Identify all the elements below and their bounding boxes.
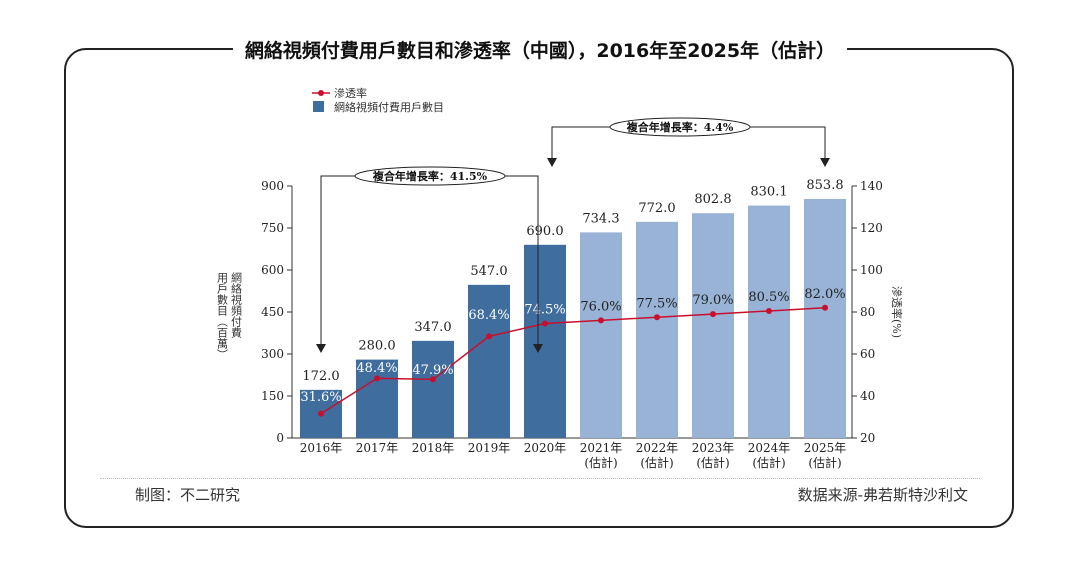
x-tick-label: (估計) xyxy=(640,455,673,470)
penetration-point xyxy=(654,314,660,321)
penetration-point xyxy=(318,410,324,417)
bar xyxy=(580,232,622,438)
bar-value-label: 853.8 xyxy=(806,178,843,193)
penetration-point xyxy=(710,311,716,318)
x-tick-label: 2022年 xyxy=(636,441,679,455)
footer-credit: 制图：不二研究 xyxy=(135,486,241,504)
right-tick-label: 120 xyxy=(860,221,883,235)
footer-source: 数据来源-弗若斯特沙利文 xyxy=(797,486,968,504)
left-tick-label: 450 xyxy=(261,305,284,319)
x-tick-label: (估計) xyxy=(752,455,785,470)
x-tick-label: 2018年 xyxy=(412,441,455,455)
penetration-label: 76.0% xyxy=(580,299,621,314)
right-tick-label: 40 xyxy=(860,389,875,403)
penetration-label: 80.5% xyxy=(748,290,789,305)
x-tick-label: 2019年 xyxy=(468,441,511,455)
penetration-label: 47.9% xyxy=(412,363,453,378)
divider xyxy=(100,478,980,479)
left-tick-label: 300 xyxy=(261,347,284,361)
left-tick-label: 750 xyxy=(261,221,284,235)
bar xyxy=(468,284,510,438)
right-tick-label: 100 xyxy=(860,263,883,277)
bar-value-label: 772.0 xyxy=(638,201,675,216)
penetration-label: 82.0% xyxy=(804,287,845,302)
penetration-label: 77.5% xyxy=(636,296,677,311)
penetration-point xyxy=(766,307,772,314)
penetration-label: 68.4% xyxy=(468,308,509,323)
penetration-point xyxy=(598,317,604,324)
penetration-point xyxy=(486,333,492,340)
legend-label-users: 網絡視頻付費用戶數目 xyxy=(334,100,444,114)
x-tick-label: 2023年 xyxy=(692,441,735,455)
bar-value-label: 734.3 xyxy=(582,211,619,226)
cagr-badge xyxy=(609,117,751,137)
arrow-down-icon xyxy=(820,158,830,167)
right-tick-label: 140 xyxy=(860,179,883,193)
x-tick-label: 2016年 xyxy=(300,441,343,455)
y-axis-title-line1: 網絡視頻付費 xyxy=(230,271,243,338)
penetration-point xyxy=(430,376,436,383)
penetration-point xyxy=(822,304,828,311)
bar xyxy=(636,221,678,438)
x-tick-label: 2025年 xyxy=(804,441,847,455)
x-tick-label: 2024年 xyxy=(748,441,791,455)
chart-title: 網絡視頻付費用戶數目和滲透率（中國），2016年至2025年（估計） xyxy=(232,40,848,62)
bar-value-label: 547.0 xyxy=(470,264,507,279)
penetration-label: 48.4% xyxy=(356,361,397,376)
right-tick-label: 80 xyxy=(860,305,875,319)
penetration-point xyxy=(542,320,548,327)
bar xyxy=(748,205,790,438)
cagr-label: 複合年增長率：41.5% xyxy=(372,169,488,183)
x-tick-label: 2021年 xyxy=(580,441,623,455)
penetration-point xyxy=(374,375,380,382)
left-tick-label: 900 xyxy=(261,179,284,193)
bar-value-label: 172.0 xyxy=(302,369,339,384)
bar xyxy=(692,213,734,438)
left-tick-label: 150 xyxy=(261,389,284,403)
arrow-down-icon xyxy=(316,344,326,353)
legend-line-marker xyxy=(318,90,324,96)
x-tick-label: 2020年 xyxy=(524,441,567,455)
right-tick-label: 20 xyxy=(860,431,875,445)
x-tick-label: 2017年 xyxy=(356,441,399,455)
bar-value-label: 802.8 xyxy=(694,192,731,207)
bar-value-label: 690.0 xyxy=(526,224,563,239)
penetration-label: 74.5% xyxy=(524,303,565,318)
x-tick-label: (估計) xyxy=(584,455,617,470)
bar-value-label: 830.1 xyxy=(750,185,787,200)
bar-value-label: 280.0 xyxy=(358,339,395,354)
right-tick-label: 60 xyxy=(860,347,875,361)
x-tick-label: (估計) xyxy=(808,455,841,470)
bar xyxy=(412,340,454,438)
x-tick-label: (估計) xyxy=(696,455,729,470)
penetration-line xyxy=(320,307,826,415)
cagr-badge xyxy=(354,166,506,186)
bar xyxy=(356,359,398,438)
bar xyxy=(804,198,846,438)
bar xyxy=(524,244,566,438)
legend-bar-icon xyxy=(313,101,324,112)
left-tick-label: 600 xyxy=(261,263,284,277)
legend-label-penetration: 滲透率 xyxy=(334,86,367,100)
arrow-down-icon xyxy=(547,158,557,167)
y2-axis-title: 滲透率(%) xyxy=(890,286,904,338)
arrow-down-icon xyxy=(533,344,543,353)
y-axis-title-line2: 用戶數目（百萬） xyxy=(216,272,229,360)
penetration-label: 31.6% xyxy=(300,390,341,405)
left-tick-label: 0 xyxy=(276,431,284,445)
bar-value-label: 347.0 xyxy=(414,320,451,335)
cagr-label: 複合年增長率：4.4% xyxy=(626,120,734,134)
penetration-label: 79.0% xyxy=(692,293,733,308)
